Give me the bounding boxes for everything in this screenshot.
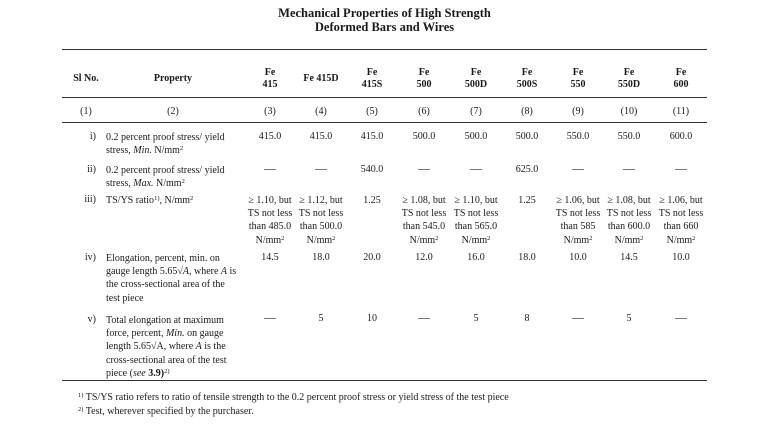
row-2-value: — <box>315 161 327 175</box>
header-fe500: Fe 500 <box>416 67 432 90</box>
row-5-value: — <box>264 310 276 324</box>
row-2-value: — <box>418 161 430 175</box>
row-4-value: 18.0 <box>518 252 536 263</box>
row-5-value: — <box>572 310 584 324</box>
header-fe415s: Fe 415S <box>361 67 383 90</box>
column-number: (1) <box>80 106 92 117</box>
row-3-value: ≥ 1.06, but TS not less than 585 N/mm2 <box>555 195 601 246</box>
row-3-value: ≥ 1.06, but TS not less than 660 N/mm2 <box>658 195 704 246</box>
row-4-value: 14.5 <box>620 252 638 263</box>
header-fe550d: Fe 550D <box>617 67 641 90</box>
row-4-value: 20.0 <box>363 252 381 263</box>
row-5-value: 10 <box>367 313 377 324</box>
row-2-value: — <box>572 161 584 175</box>
header-fe415: Fe 415 <box>262 67 278 90</box>
row-1-value: 500.0 <box>515 131 539 142</box>
row-4-value: 12.0 <box>415 252 433 263</box>
row-2-value: — <box>623 161 635 175</box>
row-1-property: 0.2 percent proof stress/ yield stress, M… <box>106 132 225 157</box>
column-number-rule <box>62 122 707 123</box>
row-2-property: 0.2 percent proof stress/ yield stress, M… <box>106 165 225 190</box>
row-4-property: Elongation, percent, min. on gauge length… <box>106 253 237 304</box>
row-4-value: 10.0 <box>569 252 587 263</box>
header-property: Property <box>153 73 193 84</box>
row-5-value: 8 <box>524 313 530 324</box>
row-2-value: — <box>675 161 687 175</box>
row-5-value: 5 <box>473 313 479 324</box>
column-number: (8) <box>521 106 533 117</box>
row-1-value: 415.0 <box>309 131 333 142</box>
row-5-value: — <box>418 310 430 324</box>
column-number: (4) <box>315 106 327 117</box>
row-1-value: 500.0 <box>464 131 488 142</box>
column-number: (11) <box>672 106 690 117</box>
row-2-value: 540.0 <box>360 164 384 175</box>
row-4-value: 16.0 <box>467 252 485 263</box>
row-2-value: — <box>264 161 276 175</box>
row-3-property: TS/YS ratio1), N/mm2 <box>106 195 194 206</box>
table-title-line-1: Mechanical Properties of High Strength <box>278 6 491 20</box>
column-number: (5) <box>366 106 378 117</box>
footnote-1: 1) TS/YS ratio refers to ratio of tensil… <box>78 392 509 403</box>
row-2-value: 625.0 <box>515 164 539 175</box>
header-rule <box>62 97 707 98</box>
row-1-value: 500.0 <box>412 131 436 142</box>
row-5-value: 5 <box>318 313 324 324</box>
row-5-property: Total elongation at maximum force, percen… <box>106 315 227 379</box>
row-1-value: 415.0 <box>258 131 282 142</box>
table-title-line-2: Deformed Bars and Wires <box>314 20 455 34</box>
row-5-value: — <box>675 310 687 324</box>
row-1-value: 550.0 <box>566 131 590 142</box>
row-5-value: 5 <box>626 313 632 324</box>
row-2-value: — <box>470 161 482 175</box>
row-3-value: ≥ 1.08, but TS not less than 545.0 N/mm2 <box>401 195 447 246</box>
row-3-value: ≥ 1.10, but TS not less than 565.0 N/mm2 <box>453 195 499 246</box>
header-fe415d: Fe 415D <box>303 73 339 84</box>
bottom-rule <box>62 380 707 381</box>
column-number: (9) <box>572 106 584 117</box>
row-3-value: ≥ 1.10, but TS not less than 485.0 N/mm2 <box>247 195 293 246</box>
footnote-2: 2) Test, wherever specified by the purch… <box>78 406 254 417</box>
header-fe500s: Fe 500S <box>516 67 538 90</box>
row-2-sl: ii) <box>87 164 96 175</box>
row-3-sl: iii) <box>84 194 96 205</box>
row-3-value: 1.25 <box>518 195 536 206</box>
row-1-sl: i) <box>89 131 96 142</box>
column-number: (3) <box>264 106 276 117</box>
row-3-value: ≥ 1.08, but TS not less than 600.0 N/mm2 <box>606 195 652 246</box>
row-1-value: 600.0 <box>669 131 693 142</box>
row-3-value: 1.25 <box>363 195 381 206</box>
header-fe500d: Fe 500D <box>464 67 488 90</box>
row-4-value: 10.0 <box>672 252 690 263</box>
header-fe550: Fe 550 <box>570 67 586 90</box>
row-1-value: 415.0 <box>360 131 384 142</box>
header-fe600: Fe 600 <box>673 67 689 90</box>
column-number: (2) <box>167 106 179 117</box>
row-5-sl: v) <box>87 314 96 325</box>
row-3-value: ≥ 1.12, but TS not less than 500.0 N/mm2 <box>298 195 344 246</box>
row-4-sl: iv) <box>84 252 96 263</box>
column-number: (7) <box>470 106 482 117</box>
column-number: (6) <box>418 106 430 117</box>
column-number: (10) <box>620 106 638 117</box>
header-sl-no: Sl No. <box>73 73 99 84</box>
row-1-value: 550.0 <box>617 131 641 142</box>
row-4-value: 14.5 <box>261 252 279 263</box>
top-rule <box>62 49 707 50</box>
row-4-value: 18.0 <box>312 252 330 263</box>
